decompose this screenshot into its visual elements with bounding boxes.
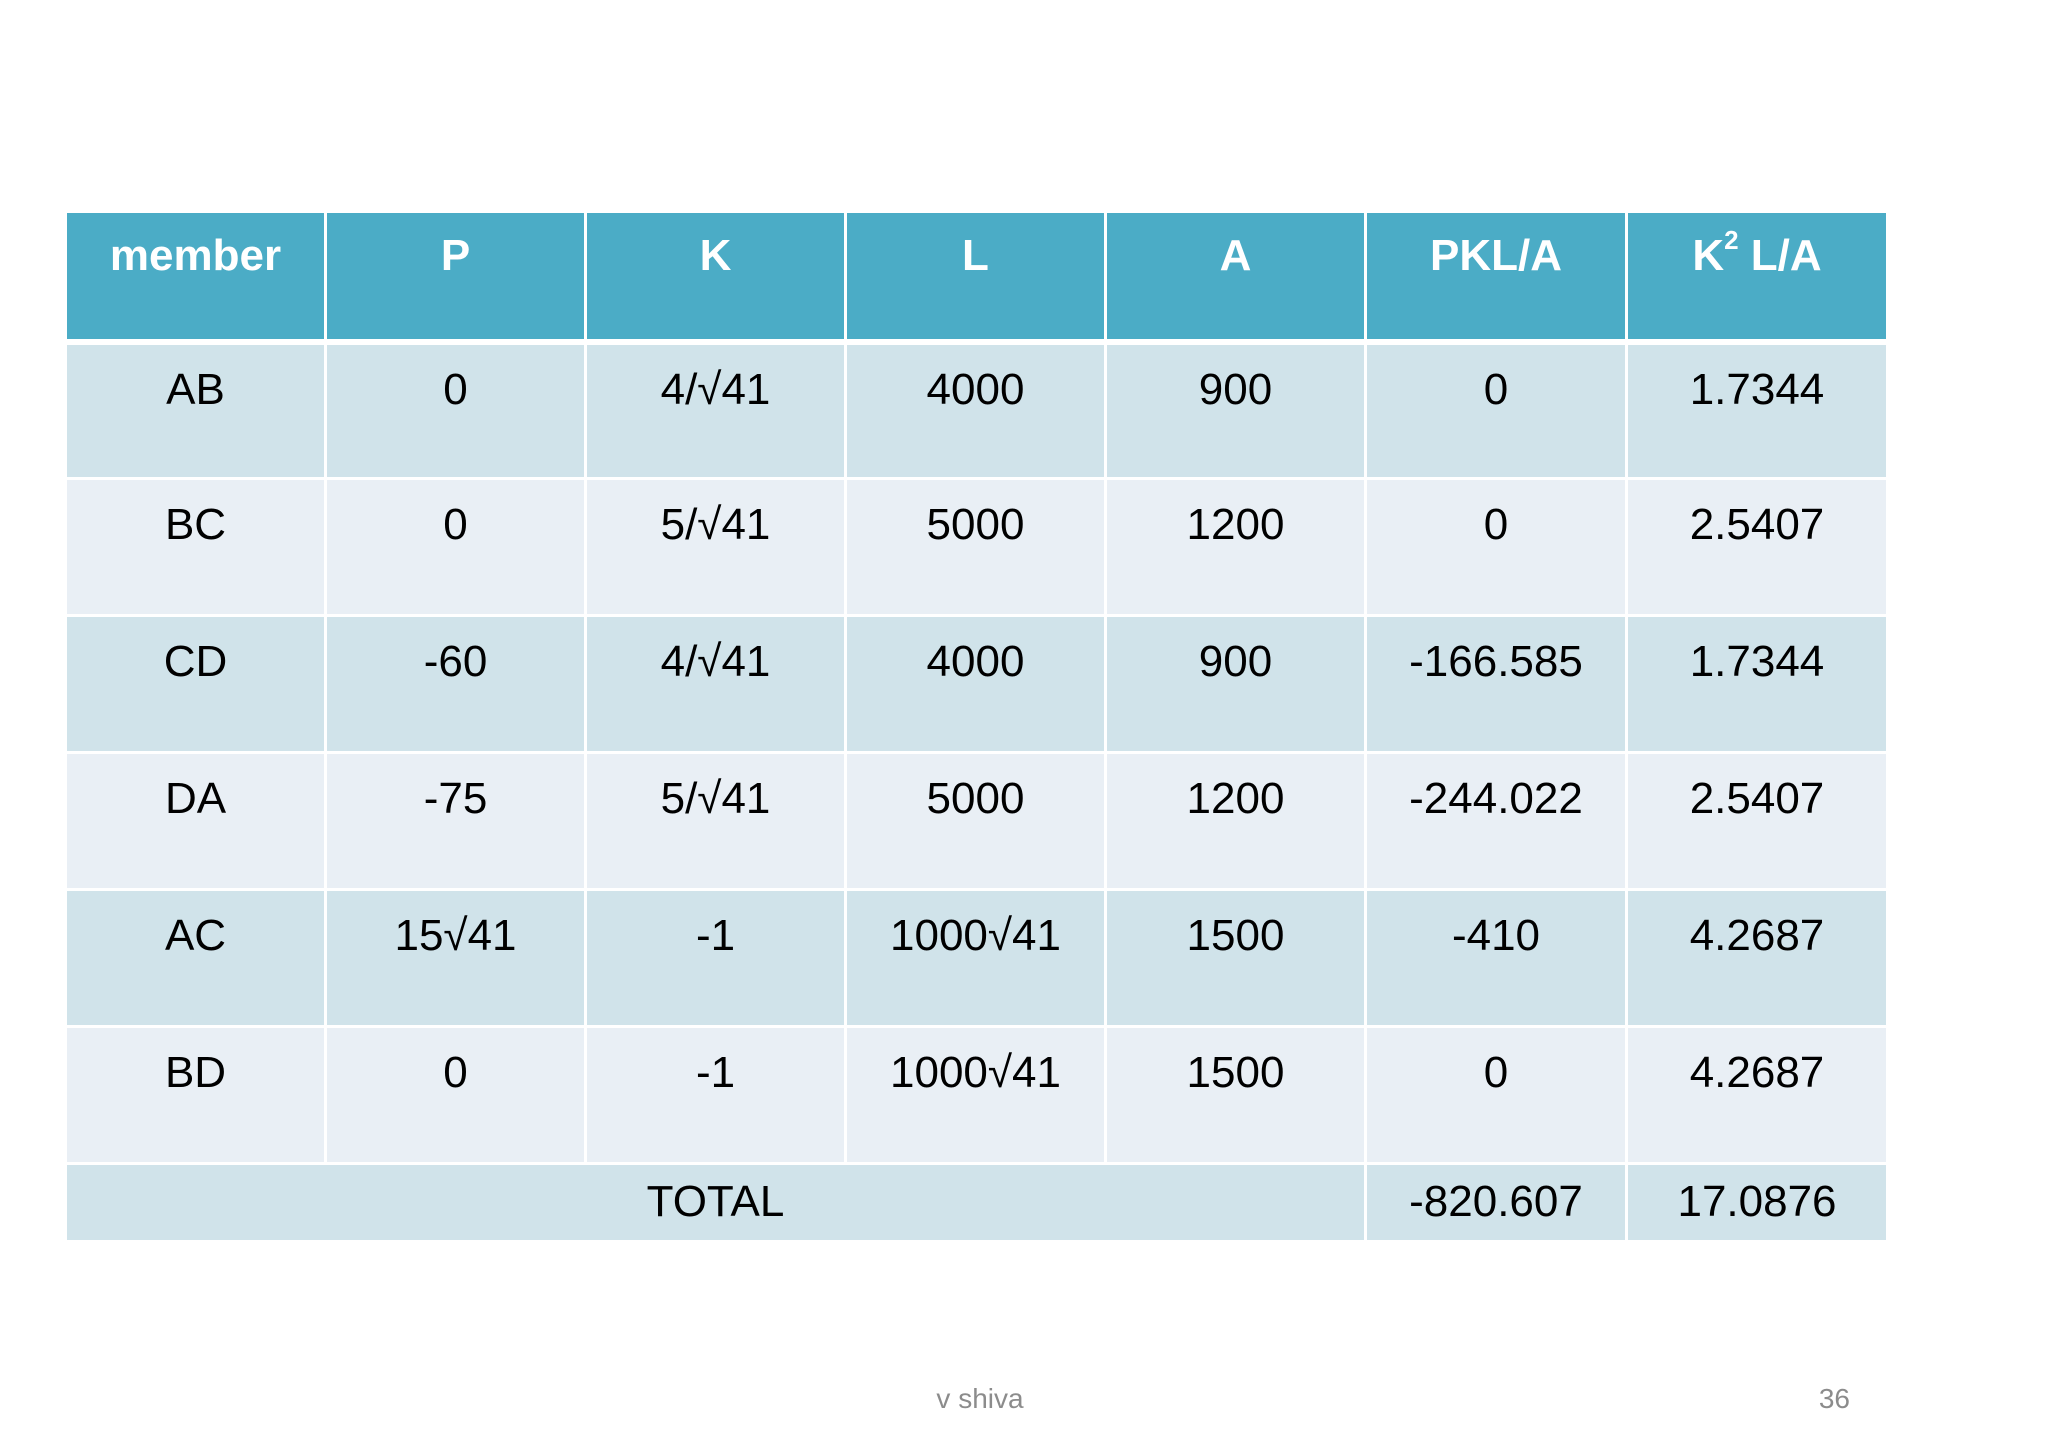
cell-member: CD [64, 614, 327, 754]
table-row: BD 0 -1 1000√41 1500 0 4.2687 [64, 1025, 1889, 1165]
cell-p: 0 [324, 340, 587, 480]
cell-l: 5000 [844, 477, 1107, 617]
cell-a: 900 [1104, 340, 1367, 480]
cell-pkla: 0 [1364, 1025, 1628, 1165]
cell-l: 1000√41 [844, 1025, 1107, 1165]
cell-a: 1500 [1104, 888, 1367, 1028]
cell-k: 5/√41 [584, 477, 847, 617]
header-l: L [844, 210, 1107, 343]
cell-member: AC [64, 888, 327, 1028]
table-row: AC 15√41 -1 1000√41 1500 -410 4.2687 [64, 888, 1889, 1028]
cell-a: 1200 [1104, 751, 1367, 891]
cell-l: 1000√41 [844, 888, 1107, 1028]
table-row: CD -60 4/√41 4000 900 -166.585 1.7344 [64, 614, 1889, 754]
header-p: P [324, 210, 587, 343]
header-row: member P K L A PKL/A K2 L/A [64, 210, 1889, 343]
cell-k2la: 1.7344 [1625, 614, 1889, 754]
cell-member: BC [64, 477, 327, 617]
cell-k: -1 [584, 1025, 847, 1165]
cell-p: 0 [324, 477, 587, 617]
total-k2la: 17.0876 [1625, 1162, 1889, 1243]
total-pkla: -820.607 [1364, 1162, 1628, 1243]
cell-k: 4/√41 [584, 340, 847, 480]
cell-l: 4000 [844, 340, 1107, 480]
cell-l: 4000 [844, 614, 1107, 754]
cell-member: DA [64, 751, 327, 891]
total-label: TOTAL [64, 1162, 1367, 1243]
header-member: member [64, 210, 327, 343]
cell-p: -75 [324, 751, 587, 891]
cell-k2la: 1.7344 [1625, 340, 1889, 480]
header-k2la-base: K [1692, 231, 1725, 280]
cell-l: 5000 [844, 751, 1107, 891]
total-row: TOTAL -820.607 17.0876 [64, 1162, 1889, 1243]
cell-pkla: 0 [1364, 477, 1628, 617]
cell-p: -60 [324, 614, 587, 754]
cell-k2la: 4.2687 [1625, 888, 1889, 1028]
cell-k: 5/√41 [584, 751, 847, 891]
cell-k2la: 2.5407 [1625, 751, 1889, 891]
cell-pkla: -244.022 [1364, 751, 1628, 891]
truss-member-table: member P K L A PKL/A K2 L/A AB 0 4/√41 4… [64, 210, 1889, 1243]
cell-member: AB [64, 340, 327, 480]
header-k2la-exponent: 2 [1724, 225, 1739, 255]
cell-pkla: -166.585 [1364, 614, 1628, 754]
page-number: 36 [1818, 1383, 1850, 1414]
header-k: K [584, 210, 847, 343]
cell-a: 900 [1104, 614, 1367, 754]
table-row: DA -75 5/√41 5000 1200 -244.022 2.5407 [64, 751, 1889, 891]
table-row: BC 0 5/√41 5000 1200 0 2.5407 [64, 477, 1889, 617]
footer-author: v shiva [936, 1383, 1024, 1414]
cell-p: 0 [324, 1025, 587, 1165]
cell-pkla: -410 [1364, 888, 1628, 1028]
header-a: A [1104, 210, 1367, 343]
table-row: AB 0 4/√41 4000 900 0 1.7344 [64, 340, 1889, 480]
cell-member: BD [64, 1025, 327, 1165]
cell-k: -1 [584, 888, 847, 1028]
cell-pkla: 0 [1364, 340, 1628, 480]
cell-k: 4/√41 [584, 614, 847, 754]
cell-a: 1200 [1104, 477, 1367, 617]
cell-p: 15√41 [324, 888, 587, 1028]
cell-a: 1500 [1104, 1025, 1367, 1165]
cell-k2la: 2.5407 [1625, 477, 1889, 617]
header-k2la-rest: L/A [1738, 231, 1822, 280]
header-pkla: PKL/A [1364, 210, 1628, 343]
header-k2la: K2 L/A [1625, 210, 1889, 343]
cell-k2la: 4.2687 [1625, 1025, 1889, 1165]
